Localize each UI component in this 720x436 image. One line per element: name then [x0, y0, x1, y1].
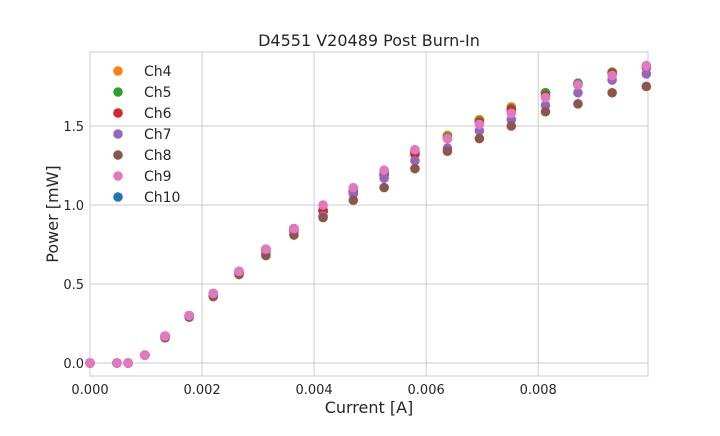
legend-marker [113, 129, 123, 139]
data-point [641, 61, 652, 71]
data-point [112, 358, 122, 368]
legend-marker [113, 87, 123, 97]
y-tick-label: 0.5 [63, 278, 84, 293]
data-point [160, 331, 170, 341]
x-tick-label: 0.002 [183, 383, 220, 398]
legend-label: Ch8 [144, 148, 172, 164]
tick-labels: 0.000 0.002 0.004 0.006 0.008 0.0 0.5 1.0 1.5 [63, 120, 556, 398]
data-point [410, 144, 420, 155]
legend-label: Ch5 [144, 85, 172, 101]
data-point [410, 155, 420, 166]
data-points [85, 61, 652, 368]
legend-marker [113, 150, 123, 160]
legend-label: Ch7 [144, 127, 172, 143]
data-point [442, 146, 453, 157]
y-tick-label: 1.0 [63, 199, 84, 214]
data-point [234, 266, 244, 277]
data-point [318, 200, 328, 210]
data-point [261, 244, 271, 255]
legend-label: Ch9 [144, 169, 172, 185]
data-point [540, 92, 551, 103]
data-point [474, 119, 485, 130]
data-point [442, 133, 453, 144]
data-point [506, 121, 517, 131]
data-point [573, 80, 583, 90]
x-tick-label: 0.006 [408, 383, 445, 398]
data-point [289, 223, 299, 234]
series-ch9 [85, 61, 652, 368]
data-point [379, 173, 389, 183]
legend-marker [113, 171, 123, 181]
legend-label: Ch10 [144, 190, 180, 206]
data-point [379, 182, 389, 193]
data-point [607, 87, 617, 98]
chart-title: D4551 V20489 Post Burn-In [258, 31, 480, 50]
y-tick-label: 1.5 [63, 120, 84, 135]
data-point [379, 165, 389, 176]
legend-label: Ch4 [144, 64, 172, 80]
grid [89, 52, 648, 376]
data-point [410, 163, 420, 174]
data-point [506, 108, 517, 119]
plot-area [89, 51, 649, 377]
x-tick-label: 0.000 [71, 383, 108, 398]
legend-marker [113, 192, 123, 202]
x-tick-label: 0.004 [295, 383, 332, 398]
data-point [184, 310, 194, 321]
data-point [607, 70, 617, 81]
y-axis-label: Power [mW] [43, 165, 62, 262]
data-point [641, 81, 652, 92]
data-point [123, 358, 133, 368]
legend-marker [113, 108, 123, 118]
legend-marker [113, 66, 123, 76]
data-point [540, 106, 551, 117]
x-axis-label: Current [A] [325, 398, 414, 417]
data-point [318, 212, 328, 223]
data-point [474, 133, 485, 144]
data-point [85, 358, 95, 368]
data-point [573, 99, 583, 109]
data-point [208, 288, 219, 299]
data-point [641, 69, 652, 79]
legend-label: Ch6 [144, 106, 172, 122]
y-tick-label: 0.0 [63, 357, 84, 372]
data-point [140, 350, 150, 360]
legend: Ch4 Ch5 Ch6 Ch7 Ch8 Ch9 Ch10 [113, 64, 180, 206]
data-point [348, 195, 359, 206]
data-point [348, 182, 359, 193]
data-point [573, 87, 583, 98]
x-tick-label: 0.008 [520, 383, 557, 398]
